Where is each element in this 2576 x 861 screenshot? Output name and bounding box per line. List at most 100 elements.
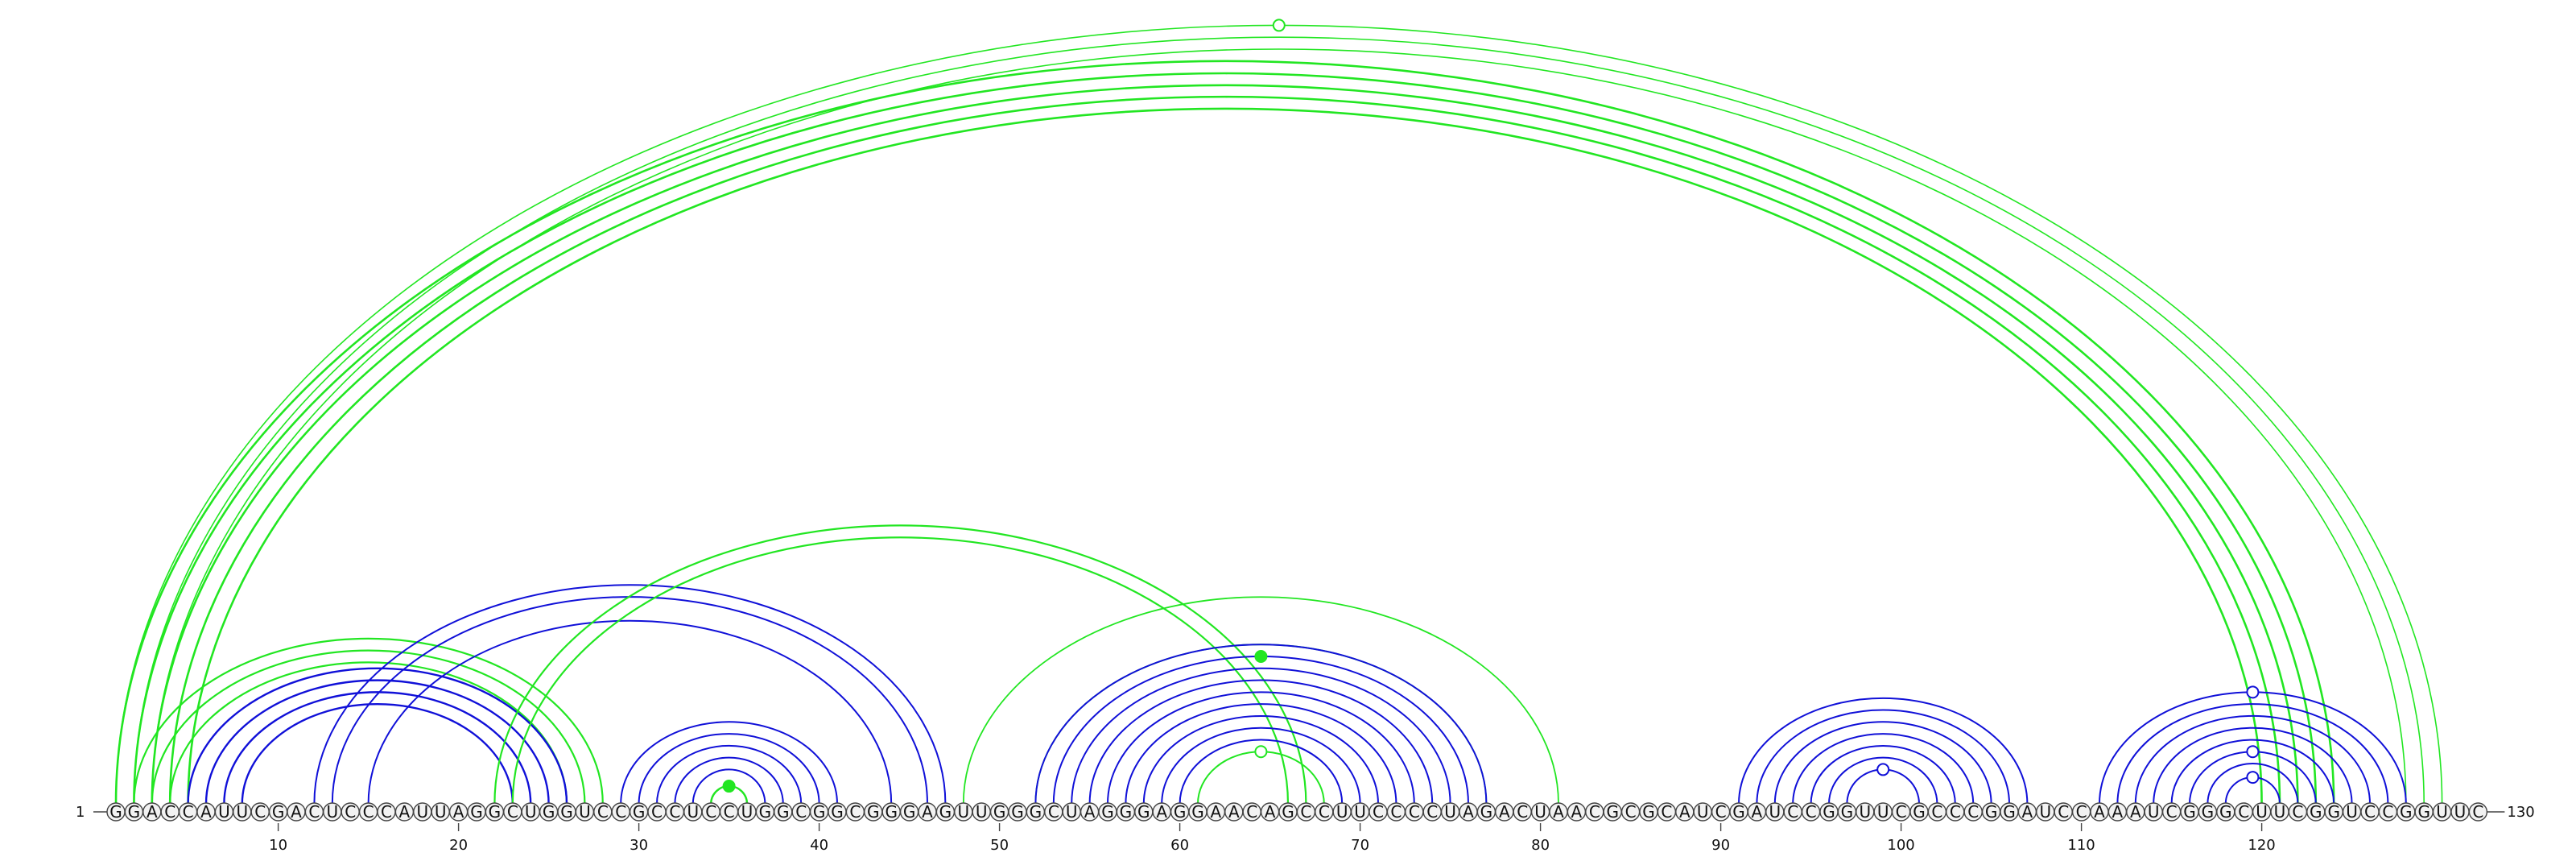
- nucleotide: G: [755, 802, 775, 822]
- blue-hairpin-left-arc: [204, 679, 550, 805]
- nucleotide: C: [1513, 802, 1532, 822]
- blue-hairpin-5-arc: [2153, 726, 2353, 805]
- nucleotide-letter: A: [1679, 802, 1690, 822]
- nucleotide: A: [1567, 802, 1587, 822]
- green-open-marker: [1254, 745, 1268, 759]
- nucleotide-letter: G: [1191, 802, 1204, 822]
- blue-hairpin-5-arc: [2170, 739, 2335, 805]
- nucleotide-letter: A: [1265, 802, 1276, 822]
- blue-hairpin-left-arc: [223, 691, 532, 805]
- nucleotide: C: [2054, 802, 2073, 822]
- nucleotide: U: [1062, 802, 1081, 822]
- nucleotide: A: [1224, 802, 1244, 822]
- nucleotide: G: [124, 802, 144, 822]
- nucleotide: G: [1026, 802, 1046, 822]
- nucleotide: G: [1981, 802, 2001, 822]
- nucleotide: G: [2198, 802, 2218, 822]
- nucleotide-letter: C: [2058, 802, 2069, 822]
- axis-tick-label: 90: [1711, 837, 1730, 854]
- nucleotide-letter: U: [1336, 802, 1348, 822]
- nucleotide-letter: G: [1913, 802, 1926, 822]
- blue-hairpin-2-arc: [638, 733, 820, 805]
- nucleotide-letter: G: [1120, 802, 1133, 822]
- blue-hairpin-4-arc: [1828, 756, 1938, 805]
- nucleotide: C: [250, 802, 270, 822]
- nucleotide: C: [1711, 802, 1731, 822]
- nucleotide: U: [521, 802, 540, 822]
- blue-hairpin-3-arc: [1034, 644, 1488, 805]
- nucleotide: U: [323, 802, 342, 822]
- nucleotide: C: [2378, 802, 2398, 822]
- nucleotide: G: [1909, 802, 1929, 822]
- nucleotide-letter: A: [1228, 802, 1240, 822]
- nucleotide: G: [864, 802, 883, 822]
- nucleotide: U: [1856, 802, 1875, 822]
- nucleotide: C: [1242, 802, 1261, 822]
- nucleotide-letter: C: [1931, 802, 1942, 822]
- blue-open-marker: [1876, 763, 1890, 776]
- nucleotide-letter: C: [2076, 802, 2087, 822]
- green-long-thin-arc: [115, 24, 2443, 805]
- nucleotide-letter: A: [1499, 802, 1510, 822]
- nucleotide: C: [1405, 802, 1424, 822]
- nucleotide: C: [845, 802, 865, 822]
- nucleotide: U: [683, 802, 703, 822]
- nucleotide: C: [2360, 802, 2380, 822]
- nucleotide-letter: U: [1877, 802, 1889, 822]
- blue-hairpin-3-arc: [1161, 726, 1361, 805]
- nucleotide: A: [1495, 802, 1514, 822]
- nucleotide: C: [304, 802, 324, 822]
- nucleotide-letter: C: [381, 802, 392, 822]
- nucleotide-letter: G: [2310, 802, 2322, 822]
- nucleotide-letter: U: [687, 802, 699, 822]
- nucleotide: U: [2036, 802, 2055, 822]
- nucleotide-letter: C: [1426, 802, 1438, 822]
- nucleotide-letter: C: [669, 802, 680, 822]
- nucleotide: C: [2234, 802, 2253, 822]
- nucleotide: G: [881, 802, 901, 822]
- nucleotide-letter: U: [1444, 802, 1456, 822]
- nucleotide-letter: G: [1642, 802, 1655, 822]
- nucleotide-letter: C: [2238, 802, 2249, 822]
- nucleotide-letter: G: [2219, 802, 2232, 822]
- nucleotide-letter: U: [741, 802, 753, 822]
- nucleotide: A: [196, 802, 216, 822]
- nucleotide: G: [539, 802, 559, 822]
- sequence-end-label: 130: [2507, 804, 2534, 821]
- nucleotide: G: [1134, 802, 1154, 822]
- nucleotide-letter: U: [435, 802, 447, 822]
- nucleotide: U: [2450, 802, 2470, 822]
- nucleotide-letter: U: [2256, 802, 2268, 822]
- nucleotide-letter: G: [543, 802, 555, 822]
- green-open-marker: [1272, 19, 1286, 32]
- nucleotide: A: [2090, 802, 2109, 822]
- nucleotide: G: [106, 802, 126, 822]
- nucleotide: G: [2396, 802, 2416, 822]
- blue-hairpin-4-arc: [1756, 709, 2010, 805]
- nucleotide: A: [1152, 802, 1171, 822]
- nucleotide-letter: G: [1985, 802, 1998, 822]
- nucleotide-letter: U: [1859, 802, 1871, 822]
- nucleotide-letter: C: [2292, 802, 2303, 822]
- nucleotide: A: [142, 802, 162, 822]
- nucleotide: G: [629, 802, 649, 822]
- nucleotide-letter: C: [1373, 802, 1384, 822]
- nucleotide: U: [1440, 802, 1460, 822]
- blue-crossing-arc: [367, 619, 893, 805]
- nucleotide-letter: U: [1697, 802, 1709, 822]
- nucleotide-letter: G: [2400, 802, 2413, 822]
- axis-tick-label: 40: [810, 837, 828, 854]
- nucleotide-letter: U: [218, 802, 230, 822]
- green-long-thin-arc: [151, 48, 2407, 805]
- nucleotide-letter: C: [1589, 802, 1600, 822]
- nucleotide-letter: G: [777, 802, 790, 822]
- blue-hairpin-3-arc: [1071, 667, 1451, 805]
- blue-crossing-arc: [313, 584, 947, 805]
- nucleotide-letter: A: [291, 802, 302, 822]
- blue-crossing-arc: [331, 596, 928, 805]
- nucleotide-circle: [2468, 802, 2488, 822]
- nucleotide-letter: U: [579, 802, 591, 822]
- nucleotide-letter: G: [993, 802, 1006, 822]
- blue-open-marker: [2246, 745, 2260, 759]
- nucleotide: A: [1675, 802, 1695, 822]
